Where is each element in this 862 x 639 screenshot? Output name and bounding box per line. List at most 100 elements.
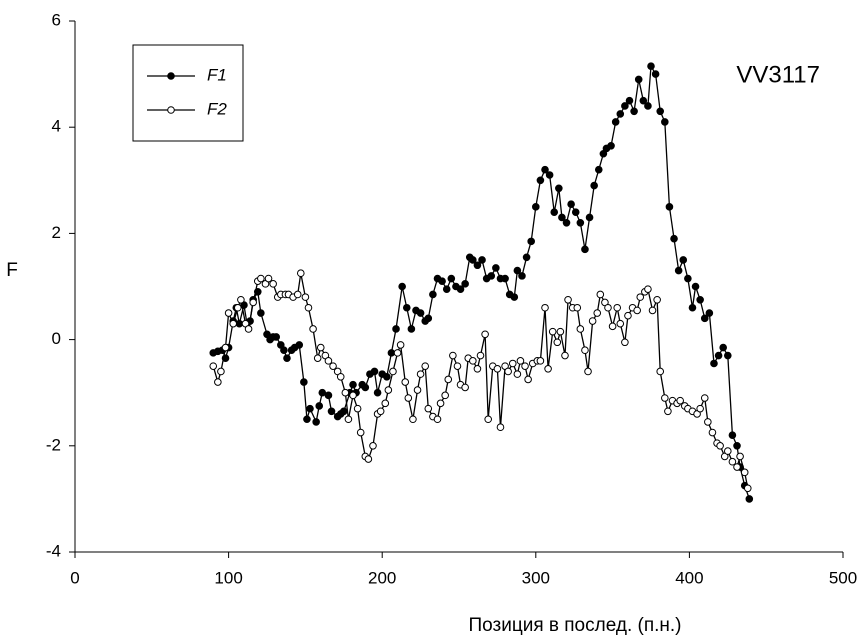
data-point [719,343,727,352]
series-line [212,273,749,489]
data-point [716,442,724,450]
data-point [383,372,391,381]
data-point [513,266,522,275]
data-point [315,402,324,410]
data-point [341,388,350,397]
data-point [249,298,257,307]
data-point [329,362,337,370]
data-point [644,102,652,110]
data-point [518,272,526,280]
x-tick-label: 100 [214,568,242,587]
data-point [257,309,265,317]
data-point [607,141,615,150]
data-point [558,213,566,222]
series-line [213,63,750,500]
data-point [745,495,754,503]
data-point [724,351,732,360]
data-point [630,107,638,116]
data-point [634,75,643,84]
data-point [733,442,741,450]
data-point [496,423,505,432]
data-point [584,367,592,376]
data-point [691,282,700,291]
data-point [336,372,345,381]
data-point [214,378,222,386]
data-point [567,200,575,208]
data-point [413,386,422,394]
data-point [656,107,665,116]
data-point [361,383,370,392]
y-tick-label: -2 [46,435,61,454]
data-point [384,386,393,394]
data-point [647,62,655,70]
data-point [581,346,589,355]
data-point [616,319,625,328]
data-point [444,375,453,384]
data-point [349,391,357,400]
data-point [324,391,333,400]
data-point [407,325,416,333]
y-tick-label: 6 [52,10,61,29]
data-point [421,362,430,370]
data-point [679,256,688,264]
data-point [625,96,634,105]
data-point [234,303,242,312]
legend-box [132,44,244,142]
data-point [661,118,669,126]
data-point [705,309,714,317]
data-point [209,362,218,370]
data-point [708,428,717,437]
data-point [524,375,532,384]
data-point [585,213,594,222]
data-point [469,357,477,365]
data-point [724,447,732,455]
data-point [217,367,225,376]
data-point [696,404,704,413]
data-point [696,295,704,304]
data-point [353,404,362,413]
data-point [564,295,572,304]
data-point [541,303,549,312]
data-point [316,343,325,352]
data-point [544,365,552,373]
data-point [344,415,353,424]
data-point [571,208,580,216]
data-point [714,351,723,360]
data-point [670,234,678,243]
data-point [611,118,620,126]
data-point [493,365,502,373]
data-point [244,325,253,333]
data-point [401,378,410,386]
data-point [280,346,288,355]
data-point [541,165,549,174]
data-point [318,388,327,397]
data-point [576,325,585,333]
data-point [229,319,238,328]
data-point [300,378,308,386]
data-point [728,457,737,466]
y-tick-label: 2 [52,223,61,242]
data-point [476,351,485,360]
data-point [733,463,741,471]
data-point [688,303,697,312]
data-point [593,309,602,317]
x-tick-label: 0 [70,568,79,587]
data-point [527,237,535,246]
data-point [556,327,565,336]
data-point [704,418,712,426]
data-point [453,362,462,370]
data-point [590,181,598,190]
data-point [381,399,390,408]
data-point [373,388,382,397]
data-point [404,394,413,402]
data-point [501,274,509,283]
data-point [581,245,589,254]
data-point [588,317,597,325]
data-point [478,256,486,264]
data-point [409,415,417,424]
data-point [548,327,557,336]
data-point [416,370,425,378]
data-point [684,274,692,283]
data-point [303,415,311,424]
